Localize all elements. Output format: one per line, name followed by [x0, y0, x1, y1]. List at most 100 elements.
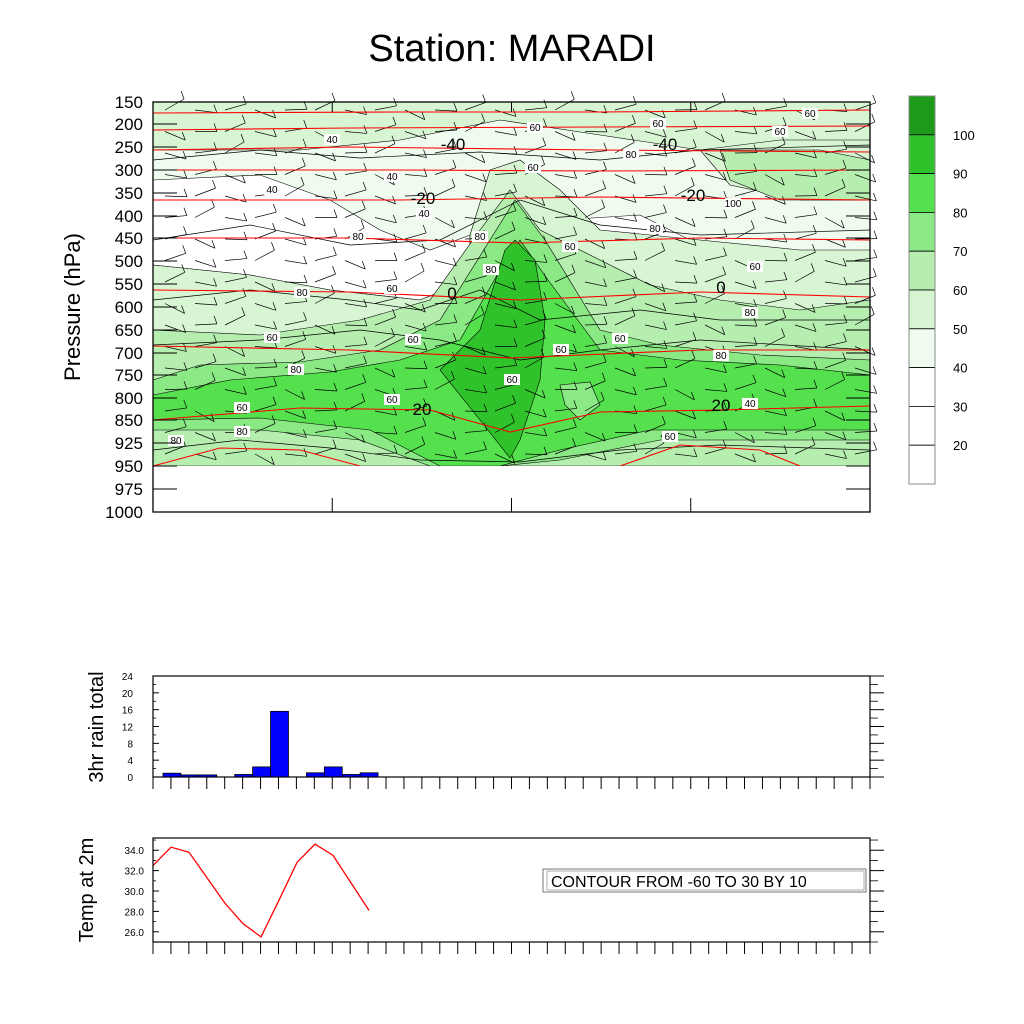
wind-barb: [854, 314, 875, 326]
wind-barb-flag: [212, 259, 217, 268]
wind-barb: [614, 258, 637, 261]
wind-barb: [554, 131, 576, 141]
wind-barb-flag: [242, 367, 247, 376]
wind-barb-flag: [601, 240, 606, 249]
wind-barb: [254, 385, 277, 390]
wind-barb-flag: [871, 154, 875, 164]
wind-barb: [464, 152, 485, 163]
wind-barb: [824, 379, 845, 390]
wind-barb: [794, 387, 817, 390]
wind-barb: [344, 189, 367, 197]
wind-barb-flag: [871, 113, 876, 122]
wind-barb-flag: [663, 340, 668, 349]
wind-barb: [494, 191, 517, 197]
wind-barb-flag: [783, 271, 788, 280]
wind-barb-flag: [302, 410, 307, 419]
temp-y-tick-label: 34.0: [125, 846, 145, 857]
wind-barb-flag: [723, 209, 728, 219]
wind-barb-flag: [751, 434, 755, 443]
wind-barb-flag: [302, 331, 307, 340]
wind-barb-flag: [812, 130, 817, 140]
wind-barb-flag: [723, 383, 728, 392]
rh-contour-label: 60: [236, 403, 248, 414]
wind-barb-flag: [630, 134, 635, 143]
wind-barb: [824, 432, 846, 440]
wind-barb: [464, 294, 486, 304]
wind-barb: [314, 389, 337, 392]
wind-barb-flag: [783, 426, 788, 435]
wind-barb: [434, 378, 455, 390]
rain-frame: [152, 675, 871, 778]
wind-barb-flag: [663, 359, 668, 368]
wind-barb-flag: [303, 312, 307, 321]
temp-contour-label: 0: [447, 284, 456, 303]
wind-barb-flag: [332, 152, 336, 162]
wind-barb-flag: [213, 104, 218, 113]
wind-barb-flag: [423, 341, 428, 351]
wind-barb-flag: [543, 254, 548, 263]
wind-barb-flag: [452, 431, 457, 440]
wind-barb: [734, 344, 757, 347]
wind-barb: [854, 174, 876, 183]
wind-barb-flag: [781, 328, 785, 337]
rh-contour-label: 60: [266, 333, 278, 344]
wind-barb: [674, 410, 696, 420]
wind-barb-flag: [573, 400, 578, 409]
wind-barb-flag: [182, 324, 187, 333]
rh-fill-region: [559, 381, 601, 421]
wind-barb-flag: [181, 305, 185, 314]
wind-barb: [524, 432, 547, 437]
wind-barb: [404, 194, 427, 197]
rh-label-bg: [662, 431, 678, 442]
rh-contour-label: 40: [744, 399, 756, 410]
rh-contour-label: 60: [527, 163, 539, 174]
wind-barb: [554, 445, 576, 455]
wind-barb: [314, 428, 337, 433]
colorbar-box: [908, 367, 936, 407]
wind-barb: [284, 301, 307, 304]
wind-barb: [794, 174, 817, 178]
wind-barb-flag: [873, 211, 878, 220]
wind-barb: [194, 323, 217, 326]
rh-label-bg: [483, 264, 499, 275]
wind-barb-flag: [332, 439, 337, 448]
wind-barb-flag: [363, 106, 367, 115]
wind-barb-flag: [812, 244, 816, 253]
wind-barb-flag: [753, 125, 758, 134]
wind-barb-flag: [272, 396, 277, 405]
page-title: Station: MARADI: [368, 28, 656, 70]
rh-contour-label: 40: [418, 209, 430, 220]
wind-barb-flag: [752, 374, 757, 383]
wind-barb: [254, 303, 277, 311]
wind-barb: [644, 324, 667, 330]
wind-barb: [704, 293, 725, 304]
wind-barb-flag: [362, 279, 367, 289]
wind-barb: [584, 380, 606, 390]
wind-barb: [674, 453, 697, 458]
wind-barb: [284, 184, 305, 197]
temp-contour-label: -40: [653, 135, 678, 154]
wind-barb: [254, 453, 275, 465]
wind-barb-flag: [452, 159, 457, 168]
wind-barb: [704, 324, 725, 335]
wind-barb-flag: [872, 287, 876, 296]
wind-barb: [614, 174, 636, 184]
rain-bar: [270, 710, 289, 778]
wind-barb: [464, 449, 487, 455]
wind-barb-flag: [392, 308, 396, 318]
wind-barb-flag: [301, 350, 306, 359]
wind-barb-flag: [213, 278, 217, 287]
wind-barb: [344, 432, 365, 443]
colorbar-label: 20: [953, 438, 967, 453]
wind-barb-flag: [693, 293, 698, 303]
wind-barb: [164, 426, 187, 433]
wind-barb-flag: [482, 94, 487, 103]
wind-barb-flag: [541, 156, 545, 165]
wind-barb: [614, 346, 635, 358]
wind-barb: [584, 303, 607, 306]
wind-barb-flag: [633, 232, 638, 241]
wind-barb: [554, 253, 577, 261]
wind-barb: [164, 445, 186, 455]
wind-barb-flag: [692, 139, 697, 148]
rh-contour-label: 40: [326, 135, 338, 146]
